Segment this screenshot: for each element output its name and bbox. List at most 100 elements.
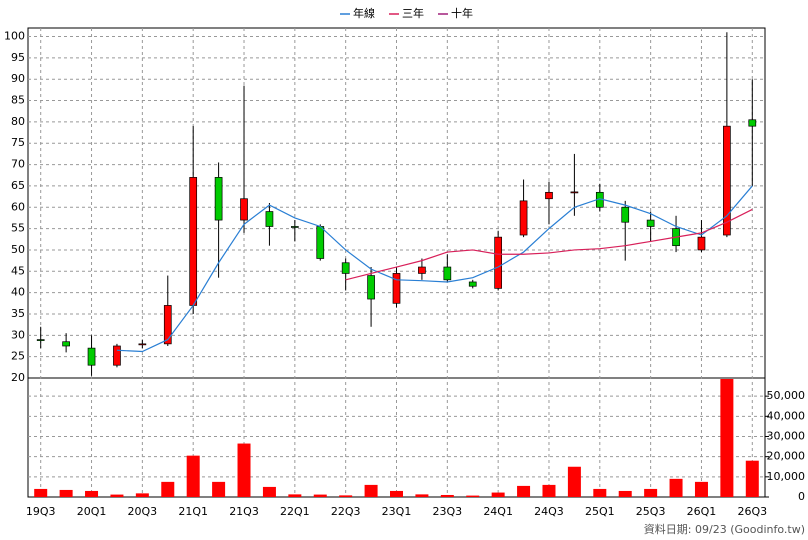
legend-label: 年線 [353,6,375,20]
y2-tick-label: 20,000 [767,450,806,463]
candle-body [138,343,147,346]
volume-bar [339,495,353,497]
candle-body [418,266,426,274]
y2-tick-label: 40,000 [767,409,806,422]
candle-body [748,119,757,127]
x-tick-label: 23Q1 [382,505,412,518]
volume-bar [542,484,556,497]
y-tick-label: 80 [11,115,25,128]
y-tick-label: 95 [11,51,25,64]
volume-bar [491,492,505,497]
candle-body [163,305,172,345]
volume-bar [59,489,73,497]
volume-bar [313,494,327,497]
y-tick-label: 70 [11,158,25,171]
candle-body [316,226,325,259]
y2-tick-label: 50,000 [767,389,806,402]
x-tick-label: 21Q1 [178,505,208,518]
candle-body [265,211,274,227]
y2-tick-label: 10,000 [767,470,806,483]
candle-body [62,341,70,347]
volume-bar [644,488,658,497]
volume-bar [745,460,759,497]
candle-body [113,345,121,366]
volume-bar [288,494,302,497]
volume-bar [390,490,403,497]
y-tick-label: 45 [11,264,25,277]
candle-body [570,191,579,194]
y-tick-label: 20 [11,371,25,384]
volume-bar [466,495,480,497]
y-tick-label: 55 [11,222,25,235]
source-note: 資料日期: 09/23 (Goodinfo.tw) [644,522,805,536]
x-tick-label: 25Q3 [636,505,666,518]
legend-label: 十年 [451,6,473,20]
volume-bar [618,490,632,497]
ma-line [345,208,753,281]
y-tick-label: 65 [11,179,25,192]
volume-bar [237,443,251,497]
x-tick-label: 23Q3 [432,505,462,518]
candle-body [290,226,299,228]
x-tick-label: 21Q3 [229,505,259,518]
x-tick-label: 25Q1 [585,505,615,518]
volume-bar [517,485,531,497]
x-tick-label: 24Q3 [534,505,564,518]
candle-body [240,198,248,221]
candle-body [723,125,731,236]
volume-bar [161,481,175,497]
y-tick-label: 100 [4,30,25,43]
candle-body [494,236,503,289]
volume-bar [212,481,226,497]
candle-body [697,236,706,251]
candle-body [367,275,375,300]
y-tick-label: 85 [11,94,25,107]
volume-bar [34,488,48,497]
volume-bar [669,478,683,497]
y2-tick-label: 30,000 [767,429,806,442]
candle-body [519,200,528,236]
x-tick-label: 26Q3 [737,505,767,518]
y2-tick-label: 0 [798,490,805,503]
volume-bar [110,494,124,497]
volume-bar [720,379,734,497]
candle-body [189,177,198,306]
x-tick-label: 22Q1 [280,505,310,518]
volume-bar [593,488,607,497]
x-tick-label: 26Q1 [687,505,717,518]
volume-bar [186,455,200,497]
x-tick-label: 22Q3 [331,505,361,518]
x-tick-label: 20Q3 [128,505,158,518]
candle-body [621,206,630,223]
volume-bar [135,493,149,497]
x-tick-label: 20Q1 [77,505,107,518]
y-tick-label: 40 [11,286,25,299]
candle-body [341,262,350,274]
x-tick-label: 19Q3 [26,505,56,518]
y-tick-label: 35 [11,307,25,320]
volume-bar [694,481,708,497]
candle-body [214,177,223,221]
volume-bar [440,494,454,497]
volume-bar [415,494,429,497]
candle-body [87,347,96,366]
y-tick-label: 30 [11,328,25,341]
volume-bar [262,486,276,497]
volume-bar [85,490,99,497]
candle-body [443,266,452,281]
volume-bar [364,484,378,497]
candle-body [646,219,655,227]
legend-label: 三年 [402,6,424,20]
ma-line [116,185,753,353]
y-tick-label: 75 [11,136,25,149]
candle-body [545,191,553,200]
y-tick-label: 60 [11,200,25,213]
volume-bar [567,466,581,497]
candle-body [392,273,401,304]
y-tick-label: 90 [11,72,25,85]
candle-body [468,281,477,287]
y-tick-label: 25 [11,350,25,363]
candle-body [36,339,45,341]
y-tick-label: 50 [11,243,25,256]
